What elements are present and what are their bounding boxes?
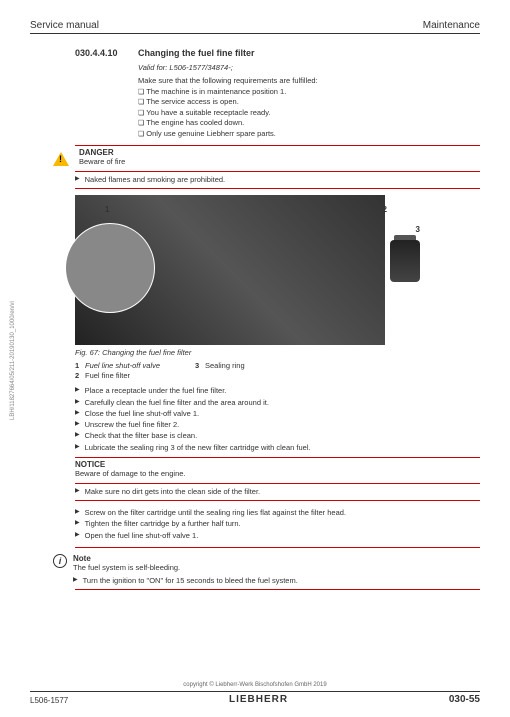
step-item: Lubricate the sealing ring 3 of the new … <box>75 442 480 453</box>
step-item: Check that the filter base is clean. <box>75 430 480 441</box>
danger-title: DANGER <box>79 148 125 157</box>
valid-for: Valid for: L506-1577/34874-; <box>138 63 480 72</box>
page-number: 030-55 <box>449 694 480 705</box>
step-item: Close the fuel line shut-off valve 1. <box>75 408 480 419</box>
figure-image: 1 2 3 <box>75 195 385 345</box>
notice-subtitle: Beware of damage to the engine. <box>75 469 186 478</box>
step-item: Place a receptacle under the fuel fine f… <box>75 385 480 396</box>
requirements-list: The machine is in maintenance position 1… <box>138 87 480 139</box>
step-item: Unscrew the fuel fine filter 2. <box>75 419 480 430</box>
step-item: Tighten the filter cartridge by a furthe… <box>75 518 480 529</box>
note-block: i Note The fuel system is self-bleeding.… <box>75 554 480 586</box>
danger-subtitle: Beware of fire <box>79 157 125 166</box>
requirements-intro: Make sure that the following requirement… <box>138 76 480 85</box>
notice-heading: NOTICE Beware of damage to the engine. <box>75 457 480 484</box>
requirement-item: Only use genuine Liebherr spare parts. <box>138 129 480 139</box>
figure-label-1: 1 <box>105 205 109 214</box>
requirement-item: The engine has cooled down. <box>138 118 480 128</box>
separator <box>75 547 480 548</box>
note-body: The fuel system is self-bleeding. <box>73 563 480 572</box>
side-reference: LBH/11827664/05/211-20190130_1000/en/vi <box>10 301 16 420</box>
figure-legend: 1 Fuel line shut-off valve 3 Sealing rin… <box>75 361 480 380</box>
warning-icon <box>53 152 69 166</box>
content-area: 030.4.4.10 Changing the fuel fine filter… <box>75 48 480 590</box>
danger-item: Naked flames and smoking are prohibited. <box>75 174 480 185</box>
separator <box>75 589 480 590</box>
page-footer: copyright © Liebherr-Werk Bischofshofen … <box>30 691 480 705</box>
figure-label-2: 2 <box>383 205 387 214</box>
requirement-item: You have a suitable receptacle ready. <box>138 108 480 118</box>
separator <box>75 188 480 189</box>
danger-heading: DANGER Beware of fire <box>75 145 480 172</box>
figure-caption: Fig. 67: Changing the fuel fine filter <box>75 348 480 357</box>
step-item: Carefully clean the fuel fine filter and… <box>75 397 480 408</box>
section-heading: 030.4.4.10 Changing the fuel fine filter <box>75 48 480 58</box>
copyright: copyright © Liebherr-Werk Bischofshofen … <box>183 682 326 688</box>
requirement-item: The service access is open. <box>138 97 480 107</box>
info-icon: i <box>53 554 67 568</box>
footer-left: L506-1577 <box>30 696 68 705</box>
section-number: 030.4.4.10 <box>75 48 130 58</box>
header-right: Maintenance <box>423 20 480 31</box>
separator <box>75 500 480 501</box>
section-title: Changing the fuel fine filter <box>138 48 255 58</box>
figure-label-3: 3 <box>416 225 420 234</box>
page-header: Service manual Maintenance <box>30 20 480 34</box>
notice-item: Make sure no dirt gets into the clean si… <box>75 486 480 497</box>
note-title: Note <box>73 554 480 563</box>
notice-title: NOTICE <box>75 460 186 469</box>
step-item: Open the fuel line shut-off valve 1. <box>75 530 480 541</box>
note-item: Turn the ignition to "ON" for 15 seconds… <box>73 575 480 586</box>
header-left: Service manual <box>30 20 99 31</box>
requirement-item: The machine is in maintenance position 1… <box>138 87 480 97</box>
footer-brand: LIEBHERR <box>229 694 288 705</box>
step-item: Screw on the filter cartridge until the … <box>75 507 480 518</box>
